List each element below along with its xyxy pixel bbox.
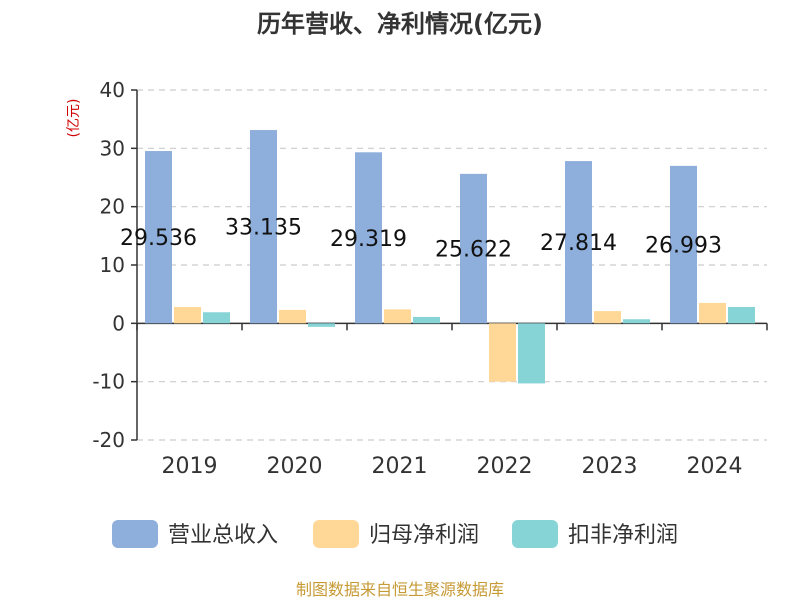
legend-label: 归母净利润 [369, 523, 479, 548]
y-tick-label: -20 [92, 428, 125, 452]
data-label: 25.622 [435, 238, 512, 263]
data-label: 27.814 [540, 231, 617, 256]
bar [623, 319, 650, 324]
data-label: 29.319 [330, 227, 407, 252]
y-tick-label: 30 [100, 136, 125, 160]
bar [308, 323, 335, 327]
data-labels: 29.536 33.135 29.319 25.622 27.814 26.993 [120, 216, 722, 263]
x-tick-label: 2019 [162, 454, 218, 479]
bar [460, 173, 487, 324]
bar [565, 161, 592, 324]
data-label: 26.993 [645, 234, 722, 259]
legend-swatch [112, 520, 158, 548]
data-label: 33.135 [225, 216, 302, 241]
bar [670, 165, 697, 324]
bar [384, 309, 411, 324]
bar [728, 307, 755, 324]
chart-title: 历年营收、净利情况(亿元) [257, 10, 543, 38]
bar [518, 323, 545, 384]
x-tick-label: 2022 [477, 454, 533, 479]
data-label: 29.536 [120, 226, 197, 251]
source-note: 制图数据来自恒生聚源数据库 [296, 580, 504, 599]
bar [145, 151, 172, 324]
bar [413, 316, 440, 324]
axes: 40 30 20 10 0 -10 -20 2019 2020 2021 2022 2023 2024 [92, 78, 768, 479]
bar [174, 307, 201, 324]
x-tick-label: 2023 [582, 454, 638, 479]
legend-swatch [313, 520, 359, 548]
bar [203, 312, 230, 324]
bar [699, 302, 726, 324]
gridlines [137, 89, 767, 441]
y-tick-label: 10 [100, 253, 125, 277]
bar [279, 309, 306, 324]
bar [250, 130, 277, 324]
bar [489, 323, 516, 382]
y-tick-label: 20 [100, 195, 125, 219]
bar [594, 311, 621, 324]
legend-label: 营业总收入 [168, 523, 278, 548]
bar [355, 152, 382, 324]
y-tick-label: 40 [100, 78, 125, 102]
y-tick-label: -10 [92, 370, 125, 394]
legend-label: 扣非净利润 [568, 523, 678, 548]
y-unit-label: (亿元) [66, 99, 82, 138]
legend: 营业总收入 归母净利润 扣非净利润 [112, 520, 678, 548]
legend-swatch [512, 520, 558, 548]
y-tick-label: 0 [112, 311, 125, 335]
x-tick-label: 2024 [687, 454, 743, 479]
bars [145, 130, 755, 384]
x-tick-label: 2021 [372, 454, 428, 479]
x-tick-label: 2020 [267, 454, 323, 479]
